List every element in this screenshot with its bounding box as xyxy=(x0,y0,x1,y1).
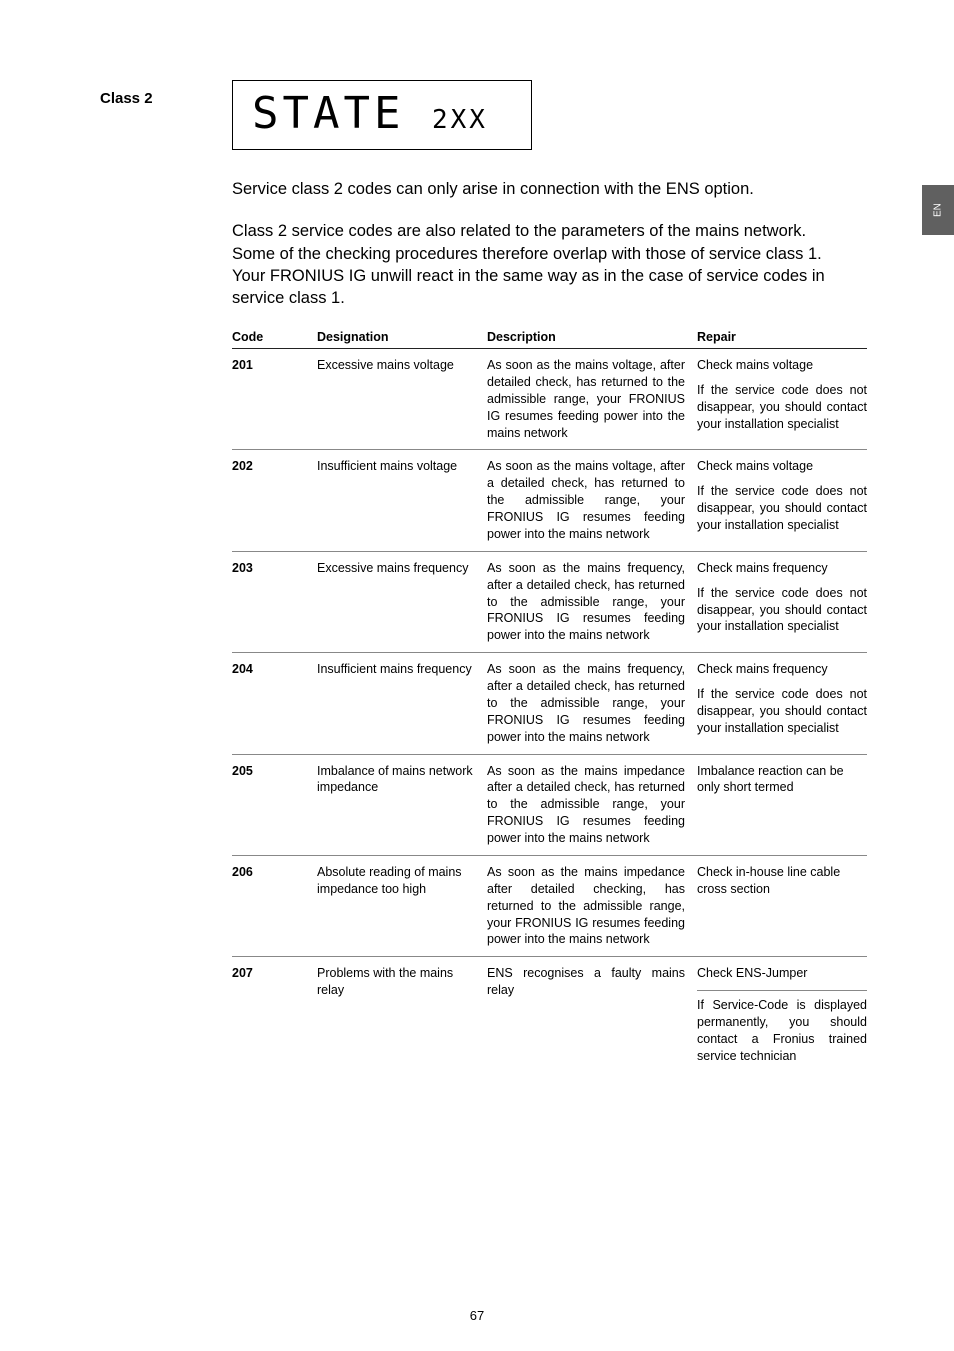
repair-primary: Check mains voltage xyxy=(697,357,867,374)
cell-repair: Check mains frequency If the service code… xyxy=(697,560,867,644)
repair-primary: Check mains voltage xyxy=(697,458,867,475)
header-description: Description xyxy=(487,330,697,344)
cell-repair: Check mains voltage If the service code d… xyxy=(697,458,867,542)
table-row: 201Excessive mains voltageAs soon as the… xyxy=(232,349,867,450)
table-row: 204Insufficient mains frequencyAs soon a… xyxy=(232,653,867,754)
cell-repair: Imbalance reaction can be only short ter… xyxy=(697,763,867,847)
repair-secondary: If the service code does not disappear, … xyxy=(697,382,867,433)
page-number: 67 xyxy=(0,1308,954,1323)
table-header-row: Code Designation Description Repair xyxy=(232,330,867,349)
repair-primary: Imbalance reaction can be only short ter… xyxy=(697,763,867,797)
lcd-main-svg-text: STATE xyxy=(252,88,404,138)
cell-description: As soon as the mains impedance after det… xyxy=(487,864,697,948)
table-row: 206Absolute reading of mains impedance t… xyxy=(232,856,867,957)
cell-code: 207 xyxy=(232,965,317,1064)
cell-designation: Excessive mains voltage xyxy=(317,357,487,441)
cell-description: As soon as the mains frequency, after a … xyxy=(487,661,697,745)
cell-description: ENS recognises a faulty mains relay xyxy=(487,965,697,1064)
cell-code: 205 xyxy=(232,763,317,847)
table-row: 207Problems with the mains relayENS reco… xyxy=(232,957,867,1072)
language-tab: EN xyxy=(922,185,954,235)
table-row: 205Imbalance of mains network impedanceA… xyxy=(232,755,867,856)
cell-designation: Excessive mains frequency xyxy=(317,560,487,644)
cell-designation: Problems with the mains relay xyxy=(317,965,487,1064)
cell-code: 202 xyxy=(232,458,317,542)
cell-description: As soon as the mains impedance after a d… xyxy=(487,763,697,847)
cell-description: As soon as the mains voltage, after a de… xyxy=(487,458,697,542)
lcd-sub-svg-text: 2XX xyxy=(432,105,488,135)
cell-code: 203 xyxy=(232,560,317,644)
cell-code: 201 xyxy=(232,357,317,441)
repair-secondary: If the service code does not disappear, … xyxy=(697,483,867,534)
cell-designation: Insufficient mains voltage xyxy=(317,458,487,542)
repair-primary: Check mains frequency xyxy=(697,661,867,678)
cell-code: 204 xyxy=(232,661,317,745)
cell-designation: Insufficient mains frequency xyxy=(317,661,487,745)
cell-designation: Absolute reading of mains impedance too … xyxy=(317,864,487,948)
cell-repair: Check ENS-Jumper If Service-Code is displ… xyxy=(697,965,867,1064)
cell-repair: Check mains voltage If the service code d… xyxy=(697,357,867,441)
header-designation: Designation xyxy=(317,330,487,344)
lcd-display-box: STATE 2XX xyxy=(232,80,532,150)
repair-primary: Check ENS-Jumper xyxy=(697,965,867,982)
cell-repair: Check in-house line cable cross section xyxy=(697,864,867,948)
repair-secondary: If the service code does not disappear, … xyxy=(697,585,867,636)
cell-description: As soon as the mains voltage, after deta… xyxy=(487,357,697,441)
lcd-state-text: STATE 2XX xyxy=(252,88,512,143)
table-body: 201Excessive mains voltageAs soon as the… xyxy=(232,349,867,1073)
header-code: Code xyxy=(232,330,317,344)
repair-secondary: If the service code does not disappear, … xyxy=(697,686,867,737)
section-heading: Class 2 xyxy=(100,90,153,107)
cell-repair: Check mains frequency If the service code… xyxy=(697,661,867,745)
intro-text-block: Service class 2 codes can only arise in … xyxy=(232,178,842,329)
repair-primary: Check mains frequency xyxy=(697,560,867,577)
service-codes-table: Code Designation Description Repair 201E… xyxy=(232,330,867,1073)
header-repair: Repair xyxy=(697,330,867,344)
repair-secondary: If Service-Code is displayed permanently… xyxy=(697,990,867,1065)
table-row: 203Excessive mains frequencyAs soon as t… xyxy=(232,552,867,653)
cell-code: 206 xyxy=(232,864,317,948)
intro-paragraph-1: Service class 2 codes can only arise in … xyxy=(232,178,842,200)
cell-description: As soon as the mains frequency, after a … xyxy=(487,560,697,644)
cell-designation: Imbalance of mains network impedance xyxy=(317,763,487,847)
table-row: 202Insufficient mains voltageAs soon as … xyxy=(232,450,867,551)
repair-primary: Check in-house line cable cross section xyxy=(697,864,867,898)
intro-paragraph-2: Class 2 service codes are also related t… xyxy=(232,220,842,309)
